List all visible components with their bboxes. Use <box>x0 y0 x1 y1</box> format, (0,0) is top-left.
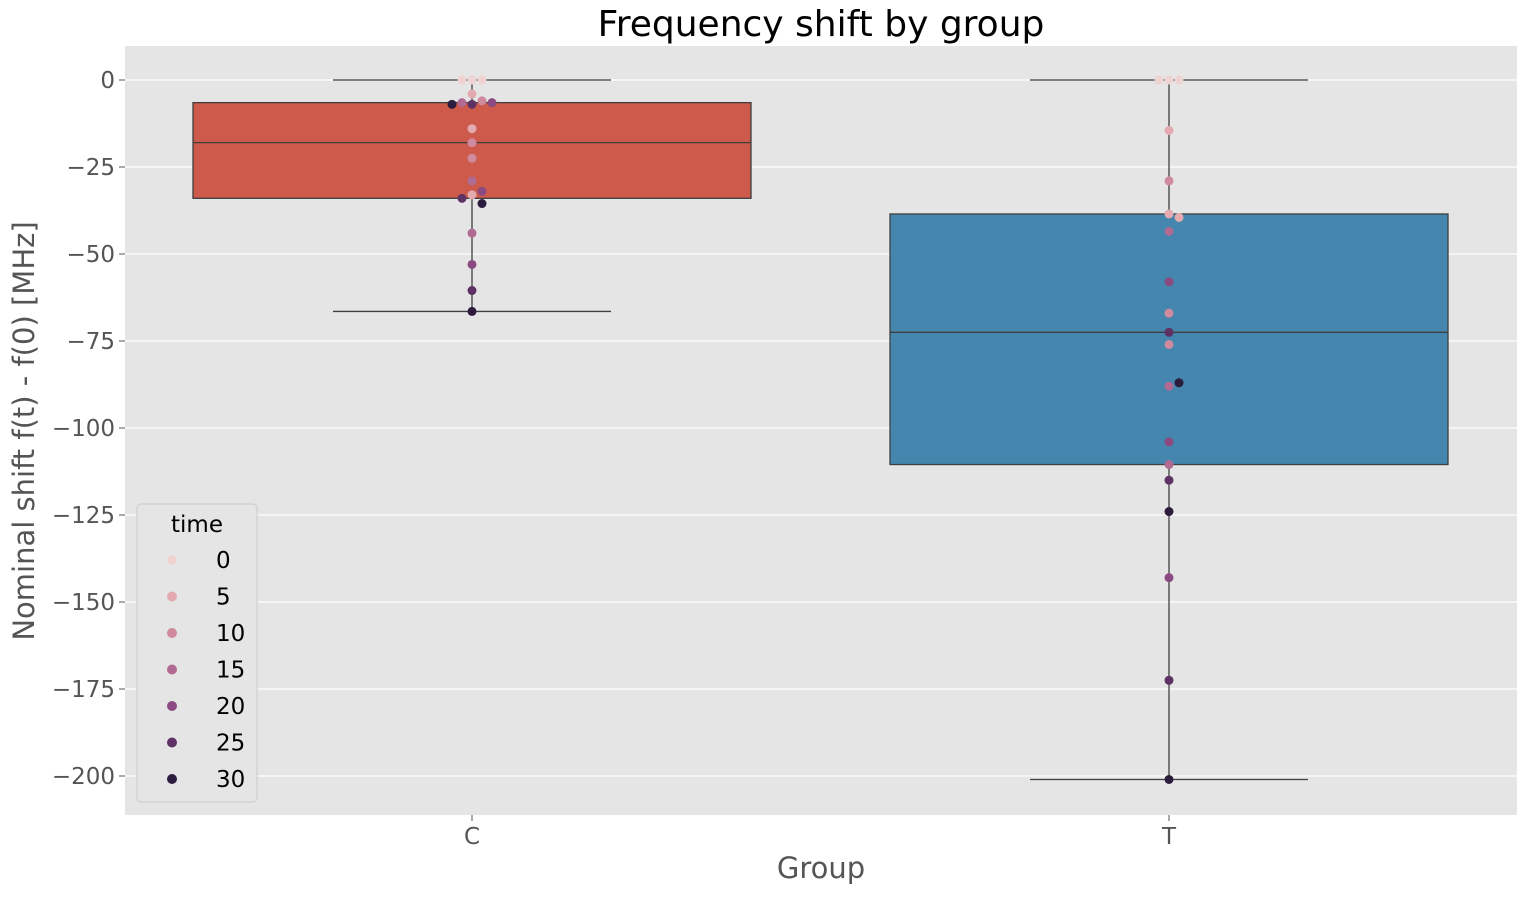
data-point <box>1164 176 1174 186</box>
chart-title: Frequency shift by group <box>598 4 1045 45</box>
data-point <box>467 99 477 109</box>
y-tick-label: −150 <box>52 590 115 616</box>
data-point <box>1164 226 1174 236</box>
legend-marker <box>167 555 177 565</box>
legend-marker <box>167 737 177 748</box>
y-axis-ticks: 0 −25 −50 −75 −100 −125 −150 −175 −200 <box>52 68 125 790</box>
data-point <box>467 124 477 134</box>
data-point <box>477 199 487 209</box>
data-point <box>477 75 487 85</box>
data-point <box>467 75 477 85</box>
legend-label: 30 <box>216 767 245 793</box>
swarm-points <box>447 75 1184 784</box>
box-T <box>889 213 1449 466</box>
y-tick-label: −100 <box>52 416 115 442</box>
legend-entries: 0 5 10 15 20 25 30 <box>167 548 245 793</box>
legend-label: 0 <box>216 548 231 574</box>
data-point <box>1164 75 1174 85</box>
data-point <box>1164 437 1174 447</box>
y-tick-label: −50 <box>66 242 115 268</box>
legend-label: 25 <box>216 731 245 757</box>
data-point <box>1164 308 1174 318</box>
legend-label: 10 <box>216 621 245 647</box>
data-point <box>1154 75 1164 85</box>
legend-frame <box>136 503 258 803</box>
y-tick-label: 0 <box>100 68 115 94</box>
data-point <box>1174 212 1184 222</box>
data-point <box>477 96 487 106</box>
data-point <box>1164 573 1174 583</box>
data-point <box>1164 774 1174 784</box>
legend-title: time <box>171 512 223 538</box>
data-point <box>457 193 467 203</box>
data-point <box>1174 75 1184 85</box>
y-tick-label: −75 <box>66 329 115 355</box>
data-point <box>467 176 477 186</box>
data-point <box>467 138 477 148</box>
x-tick-label: C <box>464 824 480 850</box>
data-point <box>467 228 477 238</box>
y-axis-label: Nominal shift f(t) - f(0) [MHz] <box>7 221 41 640</box>
legend-label: 5 <box>216 585 231 611</box>
y-tick-label: −175 <box>52 677 115 703</box>
legend-marker <box>167 591 177 602</box>
data-point <box>467 286 477 296</box>
data-point <box>1164 475 1174 485</box>
y-tick-label: −125 <box>52 503 115 529</box>
x-tick-label: T <box>1161 824 1177 850</box>
data-point <box>447 99 457 109</box>
data-point <box>1174 378 1184 388</box>
legend-marker <box>167 628 177 638</box>
legend-label: 20 <box>216 694 245 720</box>
legend-label: 15 <box>216 658 245 684</box>
legend-marker <box>167 701 177 711</box>
data-point <box>1164 675 1174 685</box>
data-point <box>477 186 487 196</box>
data-point <box>487 98 497 108</box>
y-tick-label: −25 <box>66 155 115 181</box>
data-point <box>467 259 477 269</box>
data-point <box>467 153 477 163</box>
data-point <box>457 98 467 108</box>
data-point <box>1164 277 1174 287</box>
data-point <box>467 306 477 316</box>
data-point <box>1164 125 1174 135</box>
data-point <box>1164 339 1174 349</box>
data-point <box>467 89 477 99</box>
data-point <box>1164 507 1174 517</box>
y-tick-label: −200 <box>52 764 115 790</box>
legend-marker <box>167 664 177 675</box>
data-point <box>1164 460 1174 470</box>
data-point <box>467 190 477 200</box>
data-point <box>1164 381 1174 391</box>
data-point <box>457 75 467 85</box>
data-point <box>1164 209 1174 219</box>
legend: time 0 5 10 15 20 25 30 <box>136 503 258 803</box>
data-point <box>1164 327 1174 337</box>
x-axis-label: Group <box>777 851 865 885</box>
legend-marker <box>167 774 177 784</box>
